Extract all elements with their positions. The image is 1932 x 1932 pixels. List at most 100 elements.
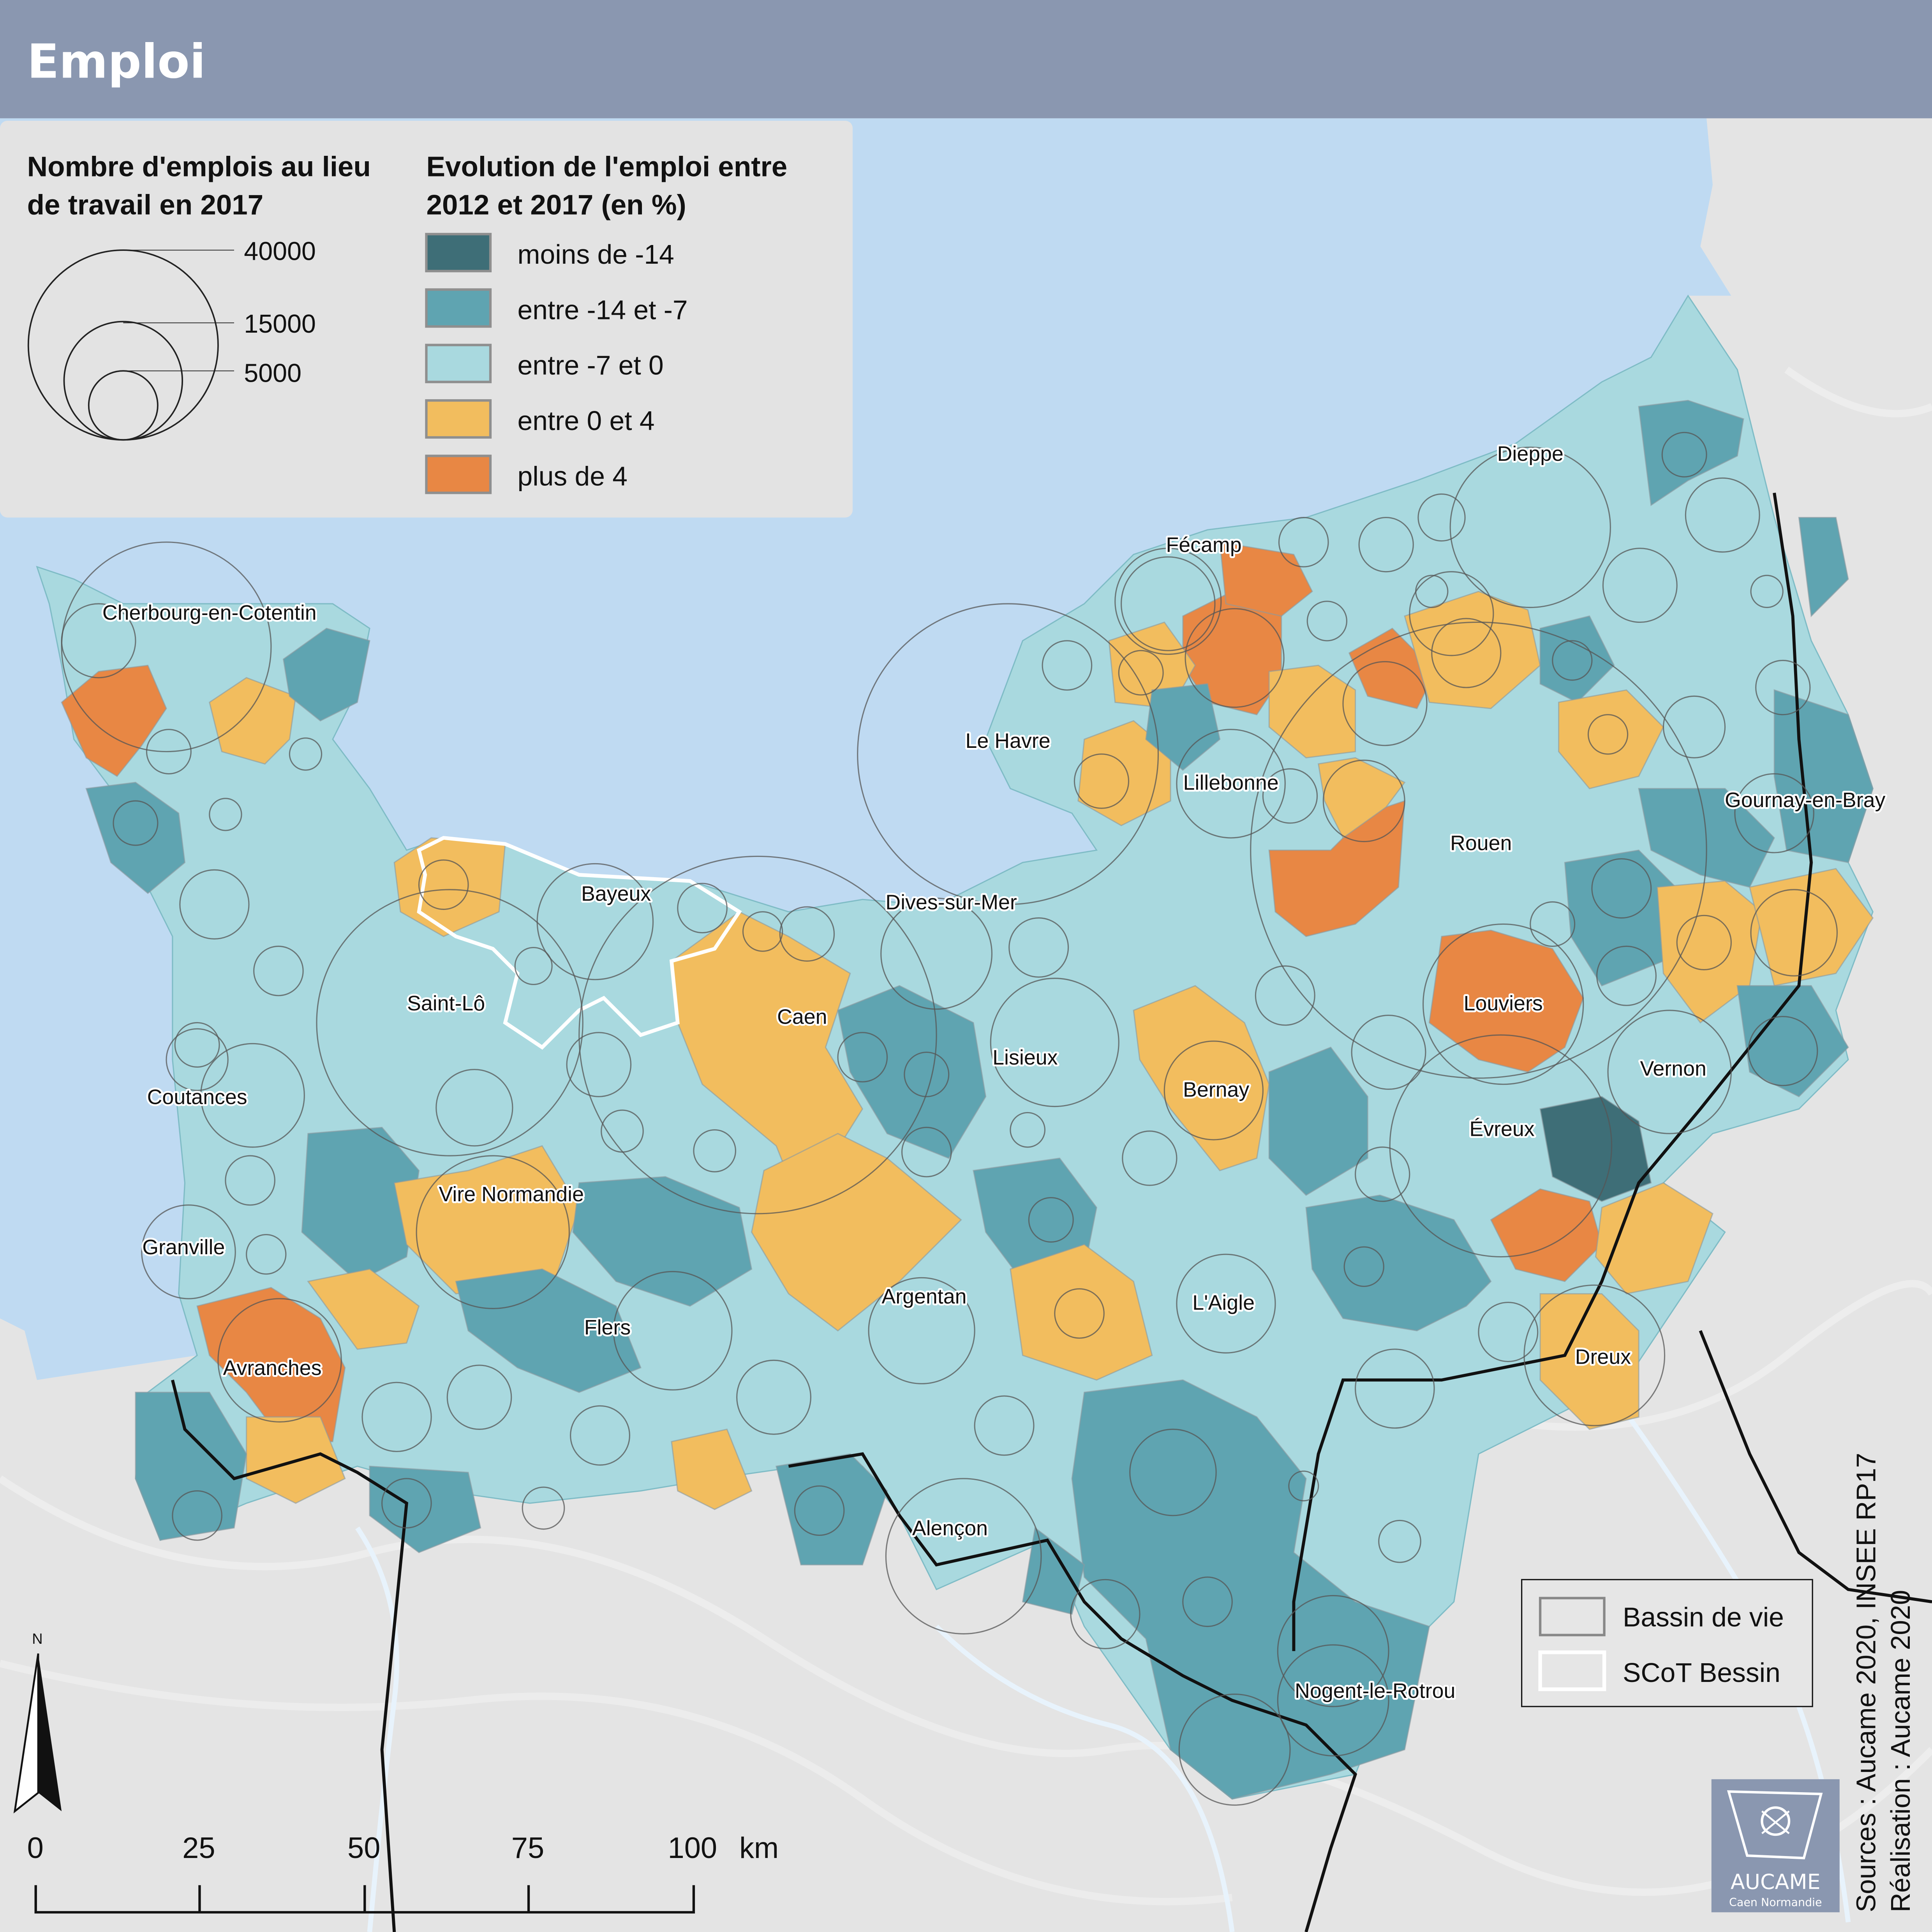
city-label: Louviers (1464, 992, 1543, 1015)
color-legend-title-1: Evolution de l'emploi entre (426, 151, 787, 182)
job-circle (1070, 1579, 1141, 1650)
scale-bar: 0 25 50 75 100 km (27, 1832, 779, 1914)
evolution-patches (61, 400, 1874, 1800)
commune-patch (1798, 516, 1849, 618)
job-circle (904, 1051, 950, 1097)
city-label: Nogent-le-Rotrou (1295, 1679, 1455, 1703)
job-circle (217, 1298, 342, 1423)
commune-patch (837, 985, 987, 1159)
size-label-40000: 40000 (244, 237, 316, 266)
job-circle (1351, 1014, 1426, 1090)
city-label: Alençon (912, 1516, 988, 1540)
job-circle (1010, 1112, 1046, 1148)
job-circle (416, 1155, 570, 1309)
job-circle (166, 1028, 229, 1091)
commune-patch (1539, 1096, 1652, 1202)
job-circle (1277, 1644, 1389, 1757)
job-circle (736, 1359, 812, 1435)
job-circle (1262, 768, 1318, 824)
job-circle (677, 883, 728, 934)
job-circle (974, 1395, 1035, 1456)
city-label: L'Aigle (1192, 1291, 1255, 1315)
job-circle (146, 729, 192, 775)
job-circle (381, 1478, 432, 1529)
commune-patch (671, 1428, 753, 1510)
scale-tick-100: 100 (668, 1832, 717, 1865)
city-label: Caen (777, 1005, 827, 1029)
commune-patch (301, 1126, 420, 1282)
size-label-15000: 15000 (244, 310, 316, 338)
commune-patch (307, 1268, 420, 1350)
header-bar (0, 0, 1932, 118)
city-label: Coutances (147, 1085, 247, 1109)
job-circle (1478, 1301, 1539, 1362)
commune-patch (1305, 1194, 1492, 1331)
job-circle (1306, 601, 1348, 642)
city-label: Vire Normandie (439, 1183, 584, 1206)
job-circle (141, 1204, 236, 1299)
job-circle (837, 1032, 888, 1082)
city-label: Le Havre (965, 729, 1050, 753)
job-circle (514, 947, 553, 985)
job-circle (522, 1486, 565, 1530)
commune-patch (1268, 1046, 1368, 1196)
job-circle (172, 1490, 222, 1541)
legend-class-label: moins de -14 (518, 239, 674, 270)
bassin-label: Bassin de vie (1623, 1602, 1784, 1632)
job-circle (1322, 760, 1405, 843)
job-circle (794, 1485, 845, 1536)
legend-swatch (425, 344, 492, 383)
city-label: Bernay (1183, 1078, 1249, 1101)
job-circle (1129, 1428, 1217, 1516)
job-circle (200, 1043, 305, 1148)
job-circle (566, 1032, 632, 1097)
job-circle (1676, 915, 1732, 971)
north-label: N (32, 1631, 42, 1647)
job-circle (1389, 1034, 1613, 1258)
scale-tick-75: 75 (511, 1832, 544, 1865)
job-circle (1176, 1253, 1276, 1354)
svg-text:Caen Normandie: Caen Normandie (1729, 1896, 1822, 1909)
commune-patch (369, 1465, 481, 1553)
job-circle (1422, 923, 1584, 1085)
commune-patch (1145, 683, 1221, 771)
job-circle (857, 603, 1159, 905)
job-circle (1662, 695, 1726, 758)
commune-patch (85, 782, 186, 894)
commune-patch (671, 911, 864, 1209)
terrain-relief (0, 367, 1932, 1906)
job-circle (1028, 1197, 1074, 1243)
commune-patch (1539, 1293, 1639, 1430)
job-circle (1523, 1284, 1666, 1426)
city-label: Granville (142, 1236, 225, 1259)
job-circle (570, 1405, 631, 1466)
city-label: Flers (584, 1316, 631, 1339)
scot-bessin-boundary (416, 836, 742, 1050)
legend-class-label: entre 0 et 4 (518, 405, 655, 436)
job-circle (435, 1069, 513, 1147)
job-circle (1255, 965, 1315, 1026)
scale-tick-25: 25 (182, 1832, 215, 1865)
city-label: Dives-sur-Mer (885, 890, 1017, 914)
job-circle (246, 1234, 287, 1275)
commune-patch (1133, 985, 1270, 1171)
job-circle (578, 855, 937, 1215)
city-label: Vernon (1640, 1057, 1706, 1081)
city-label: Lisieux (992, 1046, 1058, 1069)
commune-patch (393, 1145, 580, 1295)
job-circle (1409, 571, 1494, 656)
city-label: Cherbourg-en-Cotentin (102, 601, 317, 624)
job-circle (885, 1478, 1042, 1635)
job-circle (1342, 661, 1428, 746)
job-circle (1008, 917, 1069, 978)
job-circle (1355, 1349, 1435, 1429)
job-circle (613, 1271, 733, 1391)
commune-patch (1268, 665, 1356, 759)
scale-unit: km (739, 1832, 779, 1865)
commune-patch (775, 1453, 888, 1565)
job-circle (1277, 1595, 1389, 1707)
job-circle (1114, 548, 1222, 655)
job-circle (1176, 729, 1286, 839)
job-circle (1118, 650, 1164, 696)
